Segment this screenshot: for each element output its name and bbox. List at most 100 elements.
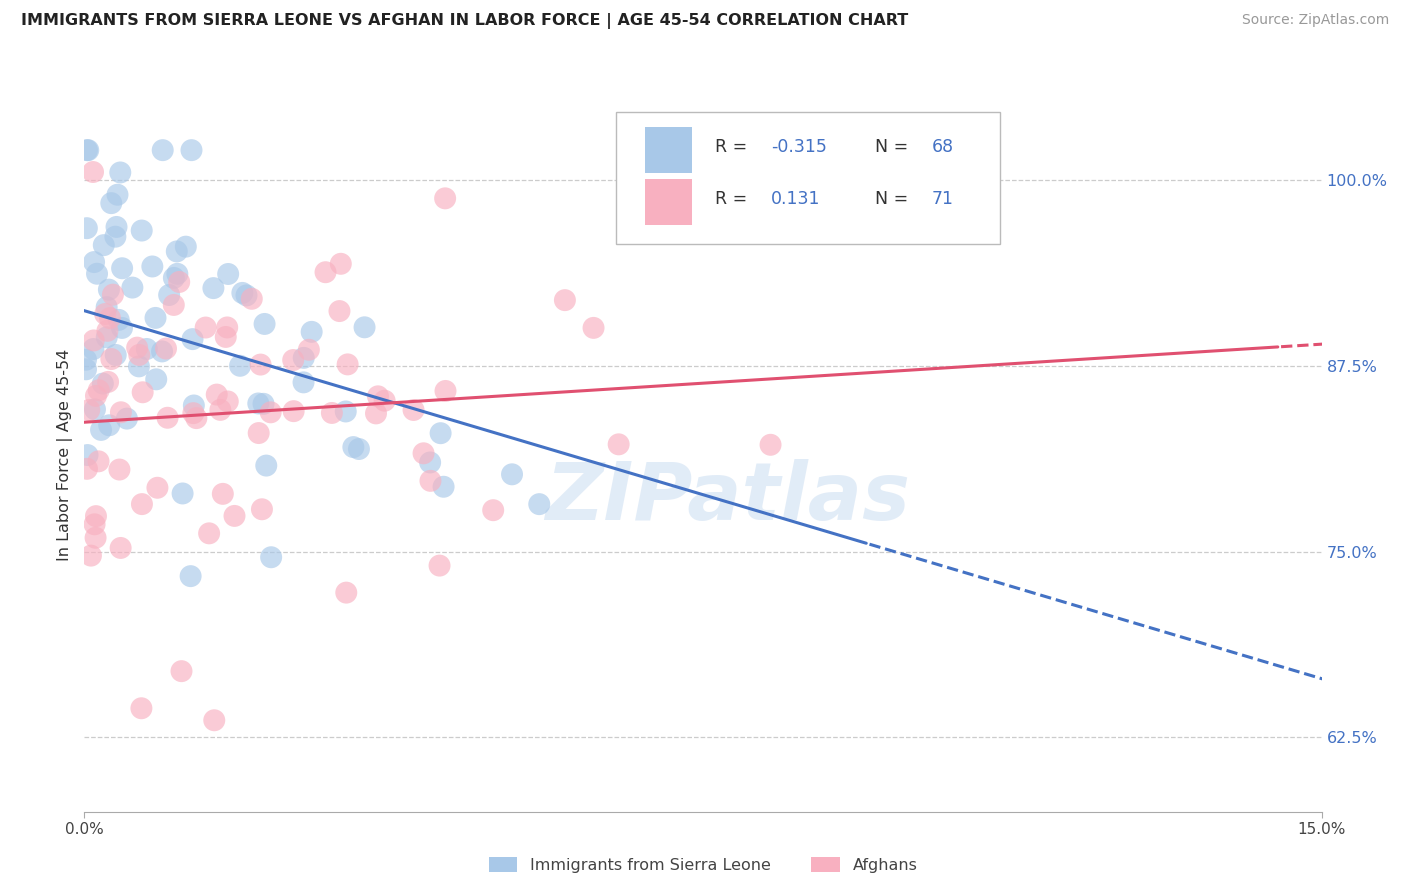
Point bbox=[84, 402, 107, 417]
Point bbox=[240, 292, 263, 306]
Point bbox=[121, 280, 143, 294]
Point bbox=[83, 255, 105, 269]
Point bbox=[283, 353, 305, 368]
Point bbox=[146, 481, 169, 495]
Point bbox=[163, 271, 186, 285]
Point bbox=[194, 320, 217, 334]
Point bbox=[180, 143, 202, 157]
Point bbox=[127, 341, 149, 355]
Point bbox=[152, 143, 174, 157]
Point bbox=[342, 440, 364, 454]
Point bbox=[83, 517, 105, 532]
Point bbox=[434, 191, 457, 205]
Point bbox=[235, 288, 257, 302]
Point bbox=[96, 324, 118, 338]
Point bbox=[84, 509, 107, 524]
Point bbox=[110, 165, 132, 179]
Point bbox=[224, 508, 246, 523]
Text: 68: 68 bbox=[932, 137, 955, 155]
Point bbox=[335, 585, 357, 599]
Point bbox=[412, 446, 434, 460]
Point bbox=[217, 394, 239, 409]
Point bbox=[183, 406, 205, 420]
Point bbox=[202, 713, 225, 727]
Point bbox=[76, 221, 98, 235]
Point bbox=[96, 300, 118, 314]
Point bbox=[166, 267, 188, 281]
Point bbox=[107, 313, 129, 327]
Text: R =: R = bbox=[716, 191, 754, 209]
Point bbox=[759, 438, 782, 452]
Point bbox=[97, 375, 120, 389]
Point bbox=[183, 399, 205, 413]
Point bbox=[402, 403, 425, 417]
Point bbox=[554, 293, 576, 307]
Point bbox=[482, 503, 505, 517]
Point bbox=[181, 332, 204, 346]
Point bbox=[252, 397, 274, 411]
Point bbox=[157, 288, 180, 302]
Point bbox=[110, 405, 132, 419]
Point bbox=[135, 342, 157, 356]
Point bbox=[253, 317, 276, 331]
Point bbox=[170, 664, 193, 678]
Point bbox=[84, 531, 107, 545]
Point bbox=[419, 474, 441, 488]
Point bbox=[172, 486, 194, 500]
Point bbox=[364, 406, 387, 420]
Point bbox=[249, 358, 271, 372]
Point bbox=[86, 267, 108, 281]
Point bbox=[209, 403, 232, 417]
Point bbox=[98, 311, 121, 326]
Point bbox=[131, 497, 153, 511]
Point bbox=[75, 352, 97, 367]
Point bbox=[347, 442, 370, 456]
Point bbox=[292, 376, 315, 390]
Point bbox=[419, 455, 441, 469]
Point bbox=[429, 426, 451, 441]
Point bbox=[131, 385, 153, 400]
Bar bbox=[645, 178, 692, 225]
Point bbox=[104, 348, 127, 362]
Point bbox=[247, 425, 270, 440]
Point bbox=[101, 287, 124, 301]
Point bbox=[76, 448, 98, 462]
Text: N =: N = bbox=[863, 137, 914, 155]
Point bbox=[77, 403, 100, 417]
Point bbox=[353, 320, 375, 334]
Point bbox=[292, 351, 315, 365]
Point bbox=[155, 342, 177, 356]
Point bbox=[607, 437, 630, 451]
Point bbox=[335, 404, 357, 418]
Text: N =: N = bbox=[863, 191, 914, 209]
Point bbox=[150, 344, 173, 359]
Point bbox=[84, 389, 107, 403]
Point bbox=[93, 238, 115, 252]
FancyBboxPatch shape bbox=[616, 112, 1000, 244]
Point bbox=[91, 376, 114, 391]
Point bbox=[254, 458, 277, 473]
Point bbox=[145, 310, 167, 325]
Point bbox=[90, 423, 112, 437]
Point bbox=[211, 487, 233, 501]
Point bbox=[80, 549, 103, 563]
Point bbox=[75, 362, 97, 376]
Point bbox=[501, 467, 523, 482]
Point bbox=[180, 569, 202, 583]
Point bbox=[94, 307, 117, 321]
Point bbox=[247, 396, 270, 410]
Point bbox=[429, 558, 451, 573]
Point bbox=[108, 462, 131, 476]
Point bbox=[328, 304, 350, 318]
Point bbox=[582, 321, 605, 335]
Point bbox=[215, 330, 238, 344]
Point bbox=[105, 219, 128, 234]
Point bbox=[367, 389, 389, 403]
Point bbox=[198, 526, 221, 541]
Point bbox=[298, 343, 321, 357]
Point bbox=[107, 187, 129, 202]
Point bbox=[77, 143, 100, 157]
Point bbox=[111, 321, 134, 335]
Point bbox=[104, 229, 127, 244]
Point bbox=[128, 348, 150, 362]
